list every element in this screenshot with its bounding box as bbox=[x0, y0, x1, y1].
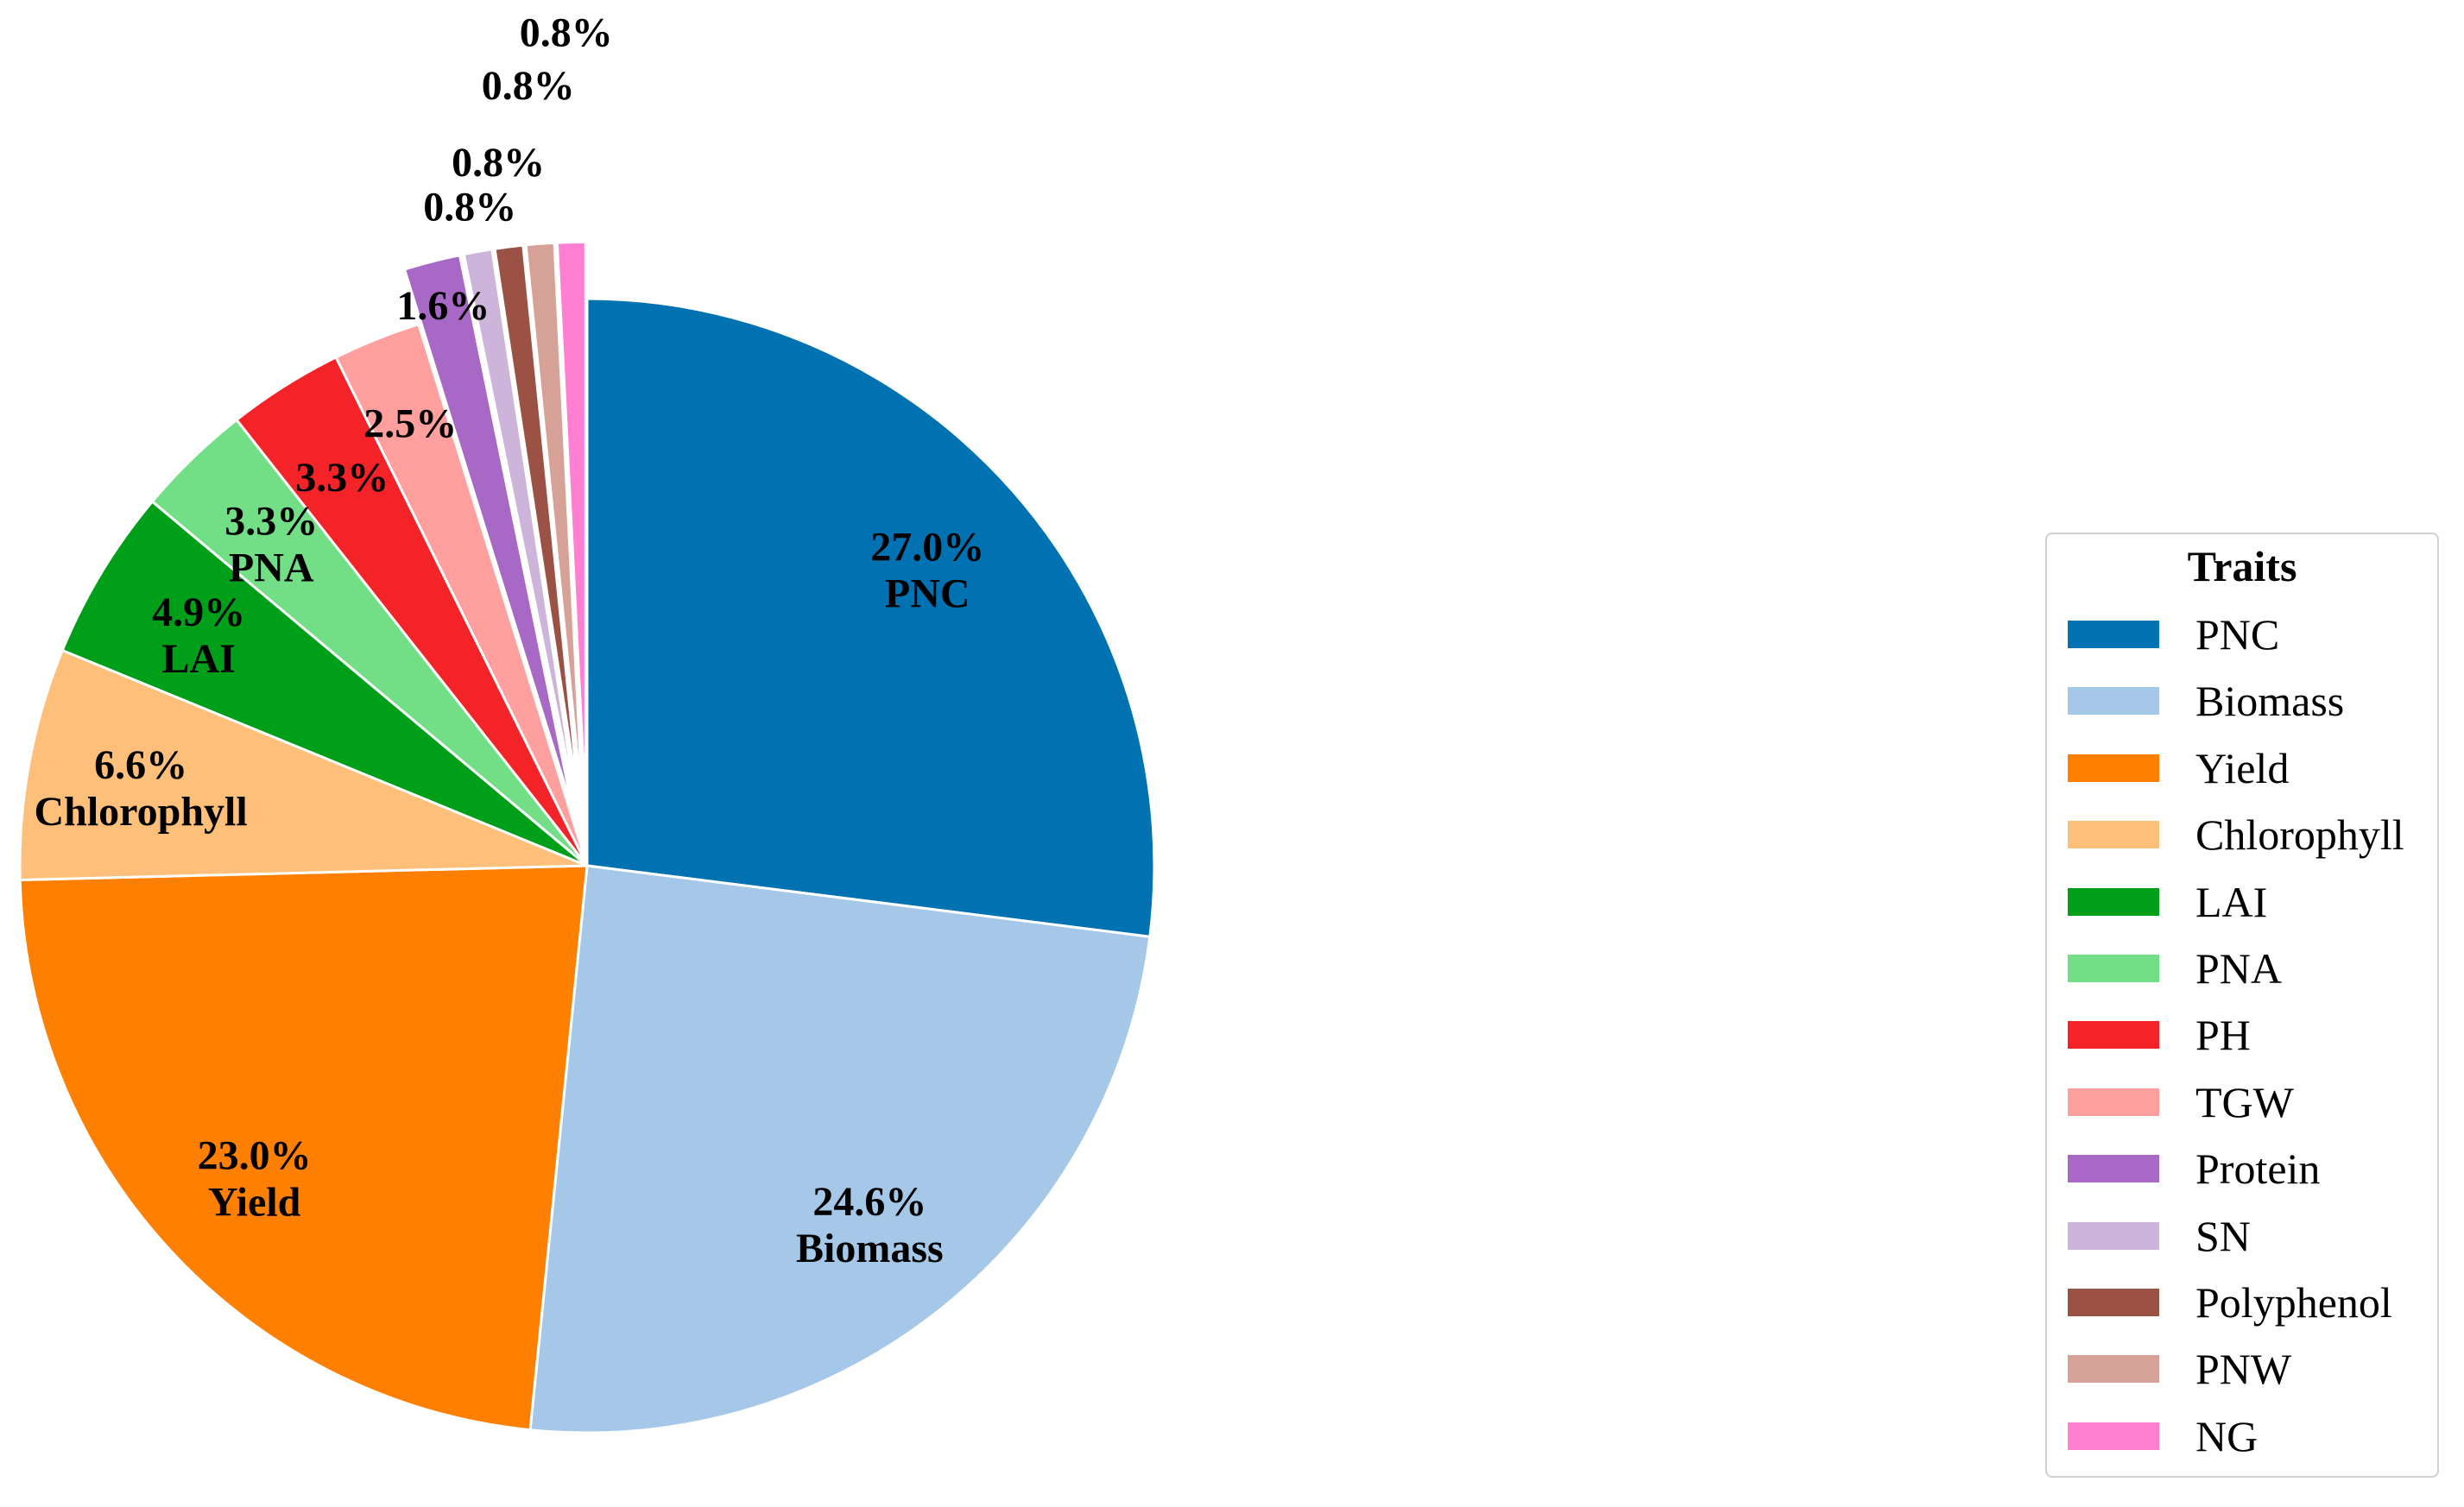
legend-item-biomass: Biomass bbox=[2047, 675, 2437, 727]
legend-title: Traits bbox=[2187, 542, 2297, 590]
name-label-yield: Yield bbox=[208, 1179, 301, 1225]
legend-item-pna: PNA bbox=[2047, 943, 2437, 994]
legend-item-lai: LAI bbox=[2047, 876, 2437, 928]
pie-slice-ng bbox=[555, 240, 587, 810]
pie-slice-pnc bbox=[585, 297, 1156, 939]
legend-swatch bbox=[2068, 1422, 2159, 1450]
pct-label-protein: 1.6% bbox=[396, 283, 490, 329]
pie-slice-polyphenol bbox=[493, 243, 582, 810]
legend-swatch bbox=[2068, 887, 2159, 916]
legend-label: PNW bbox=[2195, 1345, 2292, 1394]
pct-label-polyphenol: 0.8% bbox=[452, 140, 545, 186]
legend-swatch bbox=[2068, 687, 2159, 716]
pie-slice-protein bbox=[402, 253, 575, 811]
legend-item-ph: PH bbox=[2047, 1009, 2437, 1061]
name-label-lai: LAI bbox=[161, 636, 235, 682]
legend: Traits PNC Biomass Yield Chlorophyll LAI PNA P… bbox=[2045, 533, 2439, 1478]
legend-label: PNA bbox=[2195, 944, 2283, 993]
legend-label: Polyphenol bbox=[2195, 1278, 2392, 1327]
legend-item-yield: Yield bbox=[2047, 742, 2437, 794]
pct-label-pnw: 0.8% bbox=[482, 63, 575, 109]
legend-item-chlorophyll: Chlorophyll bbox=[2047, 809, 2437, 861]
pct-label-chlorophyll: 6.6% bbox=[94, 742, 187, 788]
legend-item-pnc: PNC bbox=[2047, 608, 2437, 660]
pct-label-biomass: 24.6% bbox=[812, 1179, 926, 1225]
legend-label: PH bbox=[2195, 1011, 2251, 1060]
legend-swatch bbox=[2068, 1221, 2159, 1250]
legend-item-pnw: PNW bbox=[2047, 1343, 2437, 1395]
pie-slice-pnw bbox=[524, 241, 584, 810]
legend-swatch bbox=[2068, 821, 2159, 849]
pct-label-ng: 0.8% bbox=[520, 10, 613, 56]
legend-label: Protein bbox=[2195, 1144, 2321, 1194]
legend-label: PNC bbox=[2195, 610, 2280, 659]
legend-label: SN bbox=[2195, 1211, 2251, 1260]
pct-label-pna: 3.3% bbox=[224, 499, 318, 545]
pct-label-sn: 0.8% bbox=[423, 185, 516, 230]
legend-swatch bbox=[2068, 621, 2159, 648]
legend-item-polyphenol: Polyphenol bbox=[2047, 1277, 2437, 1328]
pie-slice-chlorophyll bbox=[18, 648, 588, 882]
legend-label: Yield bbox=[2195, 743, 2290, 792]
legend-swatch bbox=[2068, 1088, 2159, 1116]
legend-item-ng: NG bbox=[2047, 1410, 2437, 1462]
pie-labels: 27.0%PNC 24.6%Biomass 23.0%Yield 6.6%Chloro… bbox=[34, 10, 984, 1272]
pct-label-pnc: 27.0% bbox=[870, 524, 984, 570]
legend-item-sn: SN bbox=[2047, 1210, 2437, 1262]
legend-swatch bbox=[2068, 754, 2159, 782]
legend-swatch bbox=[2068, 955, 2159, 982]
pie-slice-yield bbox=[18, 864, 589, 1432]
pie-slice-lai bbox=[60, 499, 588, 867]
pct-label-yield: 23.0% bbox=[198, 1132, 312, 1178]
legend-swatch bbox=[2068, 1021, 2159, 1050]
legend-label: NG bbox=[2195, 1411, 2259, 1460]
legend-label: Biomass bbox=[2195, 677, 2345, 726]
pie-slice-biomass bbox=[528, 864, 1152, 1434]
name-label-biomass: Biomass bbox=[796, 1226, 944, 1271]
legend-swatch bbox=[2068, 1289, 2159, 1316]
pie-slice-sn bbox=[462, 248, 578, 810]
legend-item-tgw: TGW bbox=[2047, 1076, 2437, 1128]
legend-label: LAI bbox=[2195, 877, 2268, 926]
pie-slices bbox=[18, 240, 1156, 1434]
pie-slice-tgw bbox=[334, 322, 589, 867]
legend-item-protein: Protein bbox=[2047, 1143, 2437, 1195]
pct-label-lai: 4.9% bbox=[152, 590, 245, 635]
legend-swatch bbox=[2068, 1155, 2159, 1183]
legend-label: TGW bbox=[2195, 1077, 2294, 1126]
name-label-pnc: PNC bbox=[885, 571, 970, 616]
name-label-pna: PNA bbox=[229, 545, 314, 591]
legend-label: Chlorophyll bbox=[2195, 810, 2404, 860]
name-label-chlorophyll: Chlorophyll bbox=[34, 789, 247, 835]
pct-label-tgw: 2.5% bbox=[363, 401, 457, 447]
legend-swatch bbox=[2068, 1355, 2159, 1384]
pct-label-ph: 3.3% bbox=[295, 455, 389, 501]
